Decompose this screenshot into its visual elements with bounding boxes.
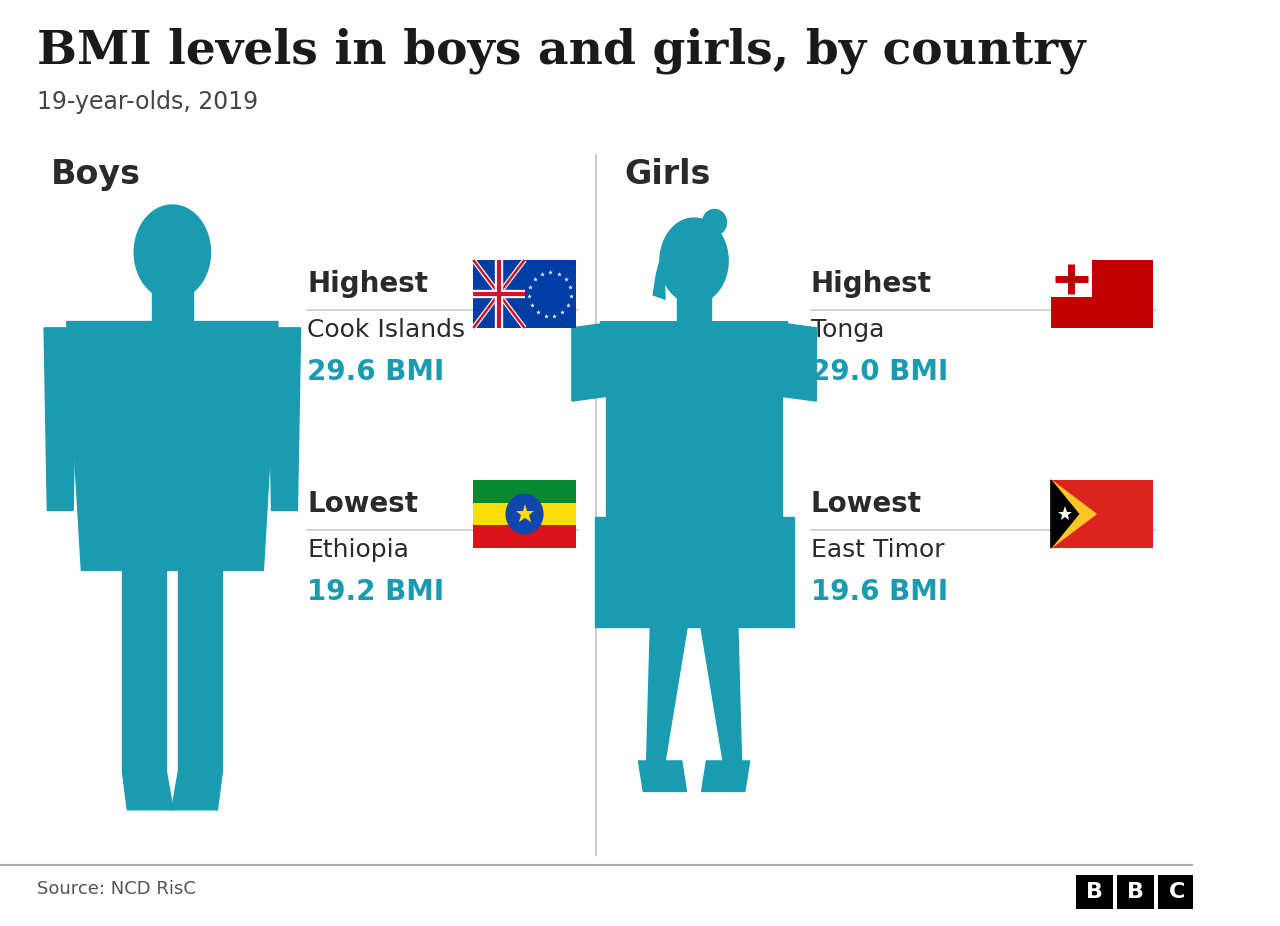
Polygon shape xyxy=(701,761,750,792)
FancyBboxPatch shape xyxy=(1076,875,1114,909)
Text: 19.2 BMI: 19.2 BMI xyxy=(307,578,444,606)
Polygon shape xyxy=(677,293,712,321)
Text: Lowest: Lowest xyxy=(307,490,419,518)
Polygon shape xyxy=(178,570,223,772)
Polygon shape xyxy=(123,570,166,772)
Polygon shape xyxy=(123,772,173,810)
Polygon shape xyxy=(639,761,686,792)
Polygon shape xyxy=(605,321,782,517)
FancyBboxPatch shape xyxy=(1117,875,1155,909)
Polygon shape xyxy=(660,218,728,304)
Text: Girls: Girls xyxy=(625,158,710,191)
FancyBboxPatch shape xyxy=(1051,260,1092,297)
Text: 29.6 BMI: 29.6 BMI xyxy=(307,358,444,386)
Polygon shape xyxy=(1051,480,1096,548)
Text: 19.6 BMI: 19.6 BMI xyxy=(810,578,947,606)
FancyBboxPatch shape xyxy=(474,525,576,548)
Polygon shape xyxy=(653,248,666,299)
Circle shape xyxy=(506,494,543,533)
Polygon shape xyxy=(595,517,794,627)
Text: Source: NCD RisC: Source: NCD RisC xyxy=(37,880,196,898)
Text: Cook Islands: Cook Islands xyxy=(307,318,466,342)
Polygon shape xyxy=(701,627,741,761)
Polygon shape xyxy=(269,328,301,510)
Polygon shape xyxy=(134,205,210,299)
Polygon shape xyxy=(1051,480,1079,548)
Text: East Timor: East Timor xyxy=(810,538,945,562)
Text: Ethiopia: Ethiopia xyxy=(307,538,410,562)
Text: B: B xyxy=(1087,882,1103,902)
FancyBboxPatch shape xyxy=(152,285,193,321)
Polygon shape xyxy=(646,627,687,761)
Polygon shape xyxy=(771,321,817,401)
FancyBboxPatch shape xyxy=(474,503,576,525)
Text: BMI levels in boys and girls, by country: BMI levels in boys and girls, by country xyxy=(37,28,1085,74)
Polygon shape xyxy=(67,321,278,570)
Polygon shape xyxy=(44,328,77,510)
Text: B: B xyxy=(1128,882,1144,902)
FancyBboxPatch shape xyxy=(474,480,576,503)
Text: 19-year-olds, 2019: 19-year-olds, 2019 xyxy=(37,90,259,114)
FancyBboxPatch shape xyxy=(474,260,576,328)
Text: Lowest: Lowest xyxy=(810,490,922,518)
FancyBboxPatch shape xyxy=(1051,260,1153,328)
Text: Boys: Boys xyxy=(51,158,141,191)
Text: C: C xyxy=(1169,882,1185,902)
Text: 29.0 BMI: 29.0 BMI xyxy=(810,358,947,386)
FancyBboxPatch shape xyxy=(1158,875,1196,909)
Polygon shape xyxy=(172,772,223,810)
Text: Highest: Highest xyxy=(307,270,429,298)
FancyBboxPatch shape xyxy=(1051,480,1153,548)
Text: Tonga: Tonga xyxy=(810,318,884,342)
Polygon shape xyxy=(600,321,788,395)
Circle shape xyxy=(703,209,727,235)
Polygon shape xyxy=(572,321,617,401)
Text: Highest: Highest xyxy=(810,270,932,298)
